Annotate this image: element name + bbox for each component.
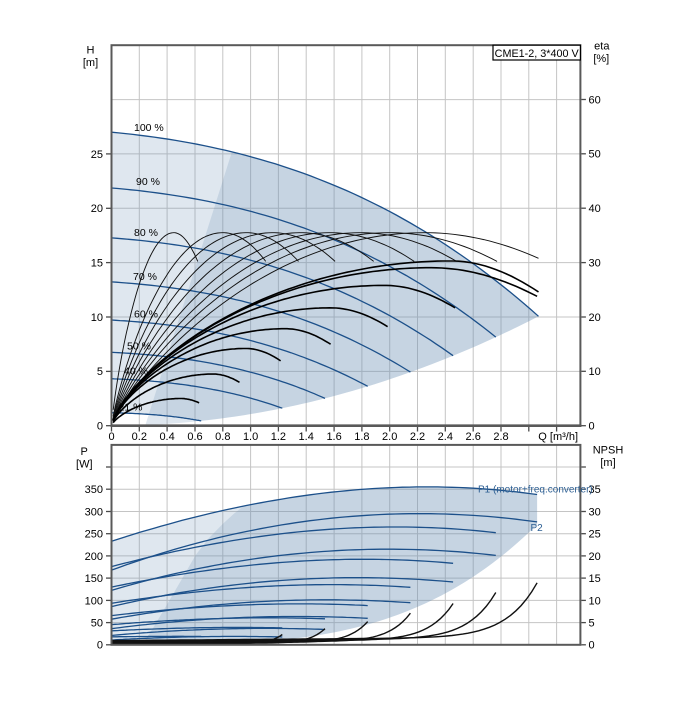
svg-text:100: 100 (85, 595, 103, 607)
svg-text:0: 0 (97, 421, 103, 433)
svg-text:CME1-2, 3*400 V: CME1-2, 3*400 V (495, 48, 580, 60)
svg-text:2.6: 2.6 (466, 431, 481, 443)
svg-text:15: 15 (91, 258, 103, 270)
svg-text:200: 200 (85, 551, 103, 563)
svg-text:2.2: 2.2 (410, 431, 425, 443)
svg-text:250: 250 (85, 529, 103, 541)
svg-text:40: 40 (589, 203, 601, 215)
svg-text:50 %: 50 % (127, 341, 151, 353)
svg-text:H: H (87, 45, 95, 57)
svg-text:30: 30 (589, 258, 601, 270)
svg-text:[%]: [%] (593, 53, 609, 65)
svg-text:10: 10 (589, 366, 601, 378)
svg-text:2.0: 2.0 (382, 431, 397, 443)
svg-text:P2: P2 (531, 523, 544, 534)
svg-text:350: 350 (85, 484, 103, 496)
svg-text:1.8: 1.8 (354, 431, 369, 443)
svg-text:20: 20 (589, 551, 601, 563)
svg-text:35: 35 (589, 484, 601, 496)
svg-text:60 %: 60 % (134, 309, 158, 321)
svg-text:P: P (81, 446, 88, 458)
svg-text:25: 25 (91, 149, 103, 161)
svg-text:0: 0 (589, 640, 595, 652)
svg-text:80 %: 80 % (134, 227, 158, 239)
svg-text:Q [m³/h]: Q [m³/h] (538, 431, 578, 443)
svg-text:1.0: 1.0 (243, 431, 258, 443)
svg-text:30: 30 (589, 506, 601, 518)
svg-text:40 %: 40 % (124, 366, 148, 378)
svg-text:P1 (motor+freq.converter): P1 (motor+freq.converter) (478, 485, 593, 496)
svg-text:0: 0 (589, 421, 595, 433)
svg-text:300: 300 (85, 506, 103, 518)
svg-text:15: 15 (589, 573, 601, 585)
svg-text:0.2: 0.2 (132, 431, 147, 443)
svg-text:NPSH: NPSH (593, 445, 624, 457)
svg-text:0.4: 0.4 (159, 431, 174, 443)
svg-text:90 %: 90 % (136, 176, 160, 188)
svg-text:2.8: 2.8 (493, 431, 508, 443)
svg-text:0.8: 0.8 (215, 431, 230, 443)
svg-text:0: 0 (97, 640, 103, 652)
svg-text:100 %: 100 % (134, 122, 164, 134)
svg-text:1.4: 1.4 (299, 431, 314, 443)
svg-text:70 %: 70 % (133, 271, 157, 283)
svg-text:0: 0 (108, 431, 114, 443)
svg-text:20: 20 (589, 312, 601, 324)
svg-text:5: 5 (97, 366, 103, 378)
svg-text:1.2: 1.2 (271, 431, 286, 443)
svg-text:1.6: 1.6 (326, 431, 341, 443)
svg-text:5: 5 (589, 618, 595, 630)
svg-text:[m]: [m] (83, 57, 98, 69)
svg-text:eta: eta (594, 41, 610, 53)
svg-text:0.6: 0.6 (187, 431, 202, 443)
svg-text:50: 50 (91, 618, 103, 630)
svg-text:10: 10 (91, 312, 103, 324)
svg-text:25: 25 (589, 529, 601, 541)
svg-text:60: 60 (589, 94, 601, 106)
svg-text:150: 150 (85, 573, 103, 585)
svg-text:[m]: [m] (600, 457, 615, 469)
svg-text:50: 50 (589, 149, 601, 161)
svg-text:[W]: [W] (76, 458, 93, 470)
svg-text:20: 20 (91, 203, 103, 215)
svg-text:10: 10 (589, 595, 601, 607)
svg-text:2.4: 2.4 (438, 431, 453, 443)
svg-text:21 %: 21 % (119, 402, 143, 414)
